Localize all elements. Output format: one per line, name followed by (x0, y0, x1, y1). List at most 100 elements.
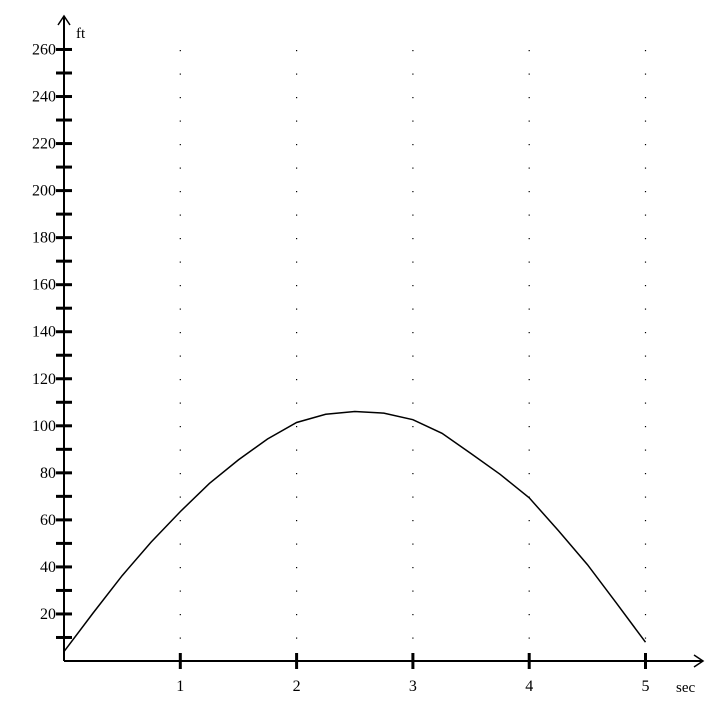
grid-dot-x3 (412, 214, 414, 216)
grid-dot-x3 (412, 144, 414, 146)
grid-dot-x5 (644, 238, 647, 240)
x-axis-arrow (693, 654, 705, 668)
grid-dot-x5 (644, 637, 647, 639)
y-tick-label: 40 (40, 559, 56, 576)
grid-dot-x2 (296, 614, 298, 616)
grid-dot-x4 (528, 449, 530, 451)
grid-dot-x5 (644, 543, 647, 545)
grid-dot-x2 (296, 144, 298, 146)
grid-dot-x5 (644, 144, 647, 146)
grid-dot-x2 (296, 590, 298, 592)
grid-dot-x4 (528, 402, 530, 404)
y-tick-label: 80 (40, 465, 56, 482)
grid-dot-x1 (179, 261, 181, 263)
grid-dot-x2 (296, 191, 298, 193)
grid-dot-x2 (296, 379, 298, 381)
grid-dot-x4 (528, 144, 530, 146)
grid-dot-x5 (644, 214, 647, 216)
grid-dot-x1 (179, 191, 181, 193)
grid-dot-x1 (179, 120, 181, 122)
grid-dot-x4 (528, 238, 530, 240)
series-line-1 (63, 410, 647, 653)
grid-dot-x2 (296, 543, 298, 545)
grid-dot-x3 (412, 496, 414, 498)
grid-dot-x3 (412, 543, 414, 545)
grid-dot-x1 (179, 97, 181, 99)
grid-dot-x1 (179, 614, 181, 616)
grid-dot-x3 (412, 567, 414, 569)
grid-dot-x1 (179, 590, 181, 592)
grid-dot-x3 (412, 97, 414, 99)
grid-dot-x1 (179, 637, 181, 639)
grid-dot-x5 (644, 473, 647, 475)
grid-dot-x3 (412, 332, 414, 334)
grid-dot-x5 (644, 97, 647, 99)
y-tick-label: 180 (32, 230, 56, 247)
grid-dot-x1 (179, 73, 181, 75)
grid-dot-x2 (296, 426, 298, 428)
grid-dot-x4 (528, 426, 530, 428)
grid-dot-x1 (179, 167, 181, 169)
grid-dot-x5 (644, 191, 647, 193)
grid-dot-x1 (179, 144, 181, 146)
grid-dot-x5 (644, 567, 647, 569)
grid-dot-x3 (412, 402, 414, 404)
grid-dot-x3 (412, 261, 414, 263)
grid-dot-x4 (528, 332, 530, 334)
grid-dot-x2 (296, 449, 298, 451)
grid-dot-x3 (412, 449, 414, 451)
grid-dot-x3 (412, 238, 414, 240)
grid-dot-x5 (644, 590, 647, 592)
grid-dot-x5 (644, 520, 647, 522)
grid-dot-x2 (296, 50, 298, 52)
grid-dot-x1 (179, 379, 181, 381)
grid-dot-x4 (528, 355, 530, 357)
grid-dot-x2 (296, 120, 298, 122)
grid-dot-x4 (528, 97, 530, 99)
grid-dot-x2 (296, 214, 298, 216)
grid-dot-x4 (528, 285, 530, 287)
grid-dot-x1 (179, 50, 181, 52)
grid-dot-x3 (412, 50, 414, 52)
grid-dot-x4 (528, 614, 530, 616)
grid-dot-x4 (528, 379, 530, 381)
grid-dot-x5 (644, 167, 647, 169)
grid-dot-x2 (296, 520, 298, 522)
grid-dot-x5 (644, 449, 647, 451)
y-tick-label: 140 (32, 324, 56, 341)
grid-dot-x2 (296, 355, 298, 357)
grid-dot-x2 (296, 167, 298, 169)
grid-dot-x1 (179, 496, 181, 498)
grid-dot-x1 (179, 214, 181, 216)
grid-dot-x2 (296, 238, 298, 240)
grid-dot-x5 (644, 355, 647, 357)
y-tick-label: 240 (32, 89, 56, 106)
grid-dot-x5 (644, 261, 647, 263)
grid-dot-x2 (296, 332, 298, 334)
y-tick-label: 20 (40, 606, 56, 623)
x-tick-label: 2 (293, 678, 301, 695)
grid-dot-x5 (644, 332, 647, 334)
y-axis-label: ft (76, 26, 86, 42)
grid-dot-x2 (296, 73, 298, 75)
grid-dot-x2 (296, 285, 298, 287)
grid-dot-x3 (412, 379, 414, 381)
grid-dot-x2 (296, 473, 298, 475)
grid-dot-x5 (644, 285, 647, 287)
grid-dot-x4 (528, 473, 530, 475)
grid-dot-x4 (528, 50, 530, 52)
grid-dot-x4 (528, 120, 530, 122)
grid-dot-x1 (179, 543, 181, 545)
y-tick-label: 220 (32, 136, 56, 153)
grid-dot-x3 (412, 167, 414, 169)
grid-dot-x5 (644, 50, 647, 52)
grid-dot-x1 (179, 355, 181, 357)
series-layer (63, 410, 647, 653)
y-tick-label: 160 (32, 277, 56, 294)
grid-dot-x5 (644, 73, 647, 75)
grid-dot-x4 (528, 567, 530, 569)
grid-dot-x3 (412, 120, 414, 122)
grid-dot-x3 (412, 191, 414, 193)
grid-dot-x5 (644, 402, 647, 404)
grid-dot-x3 (412, 473, 414, 475)
